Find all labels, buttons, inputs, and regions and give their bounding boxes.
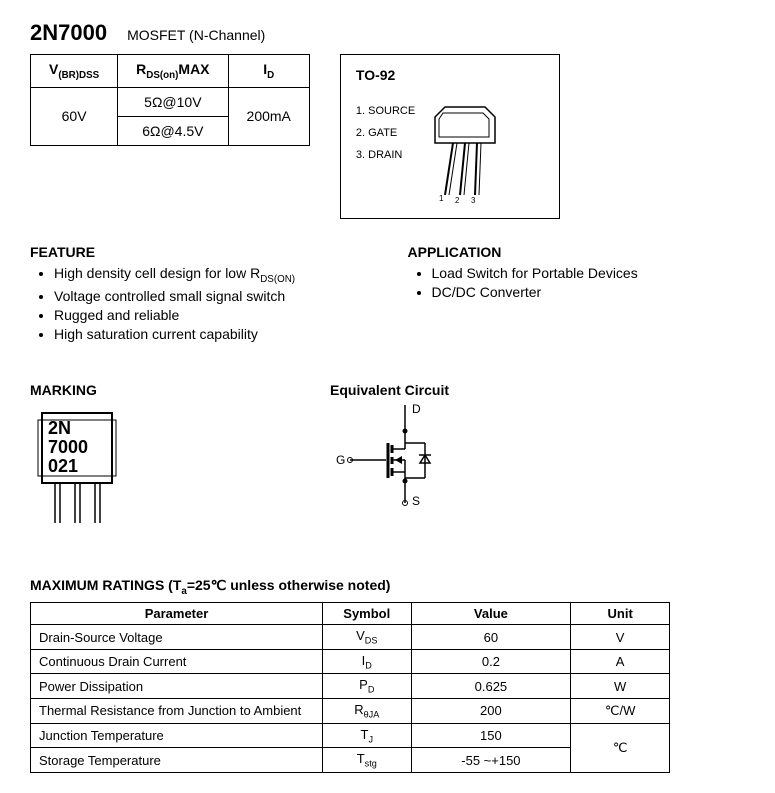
table-row: Continuous Drain Current ID 0.2 A bbox=[31, 649, 670, 674]
equiv-title: Equivalent Circuit bbox=[330, 382, 470, 398]
spec-vbr: 60V bbox=[31, 87, 118, 145]
spec-table: V(BR)DSS RDS(on)MAX ID 60V 5Ω@10V 200mA … bbox=[30, 54, 310, 146]
part-type: MOSFET (N-Channel) bbox=[127, 27, 265, 43]
feature-app-row: FEATURE High density cell design for low… bbox=[30, 219, 745, 347]
pin-list: 1. SOURCE 2. GATE 3. DRAIN bbox=[356, 95, 415, 205]
svg-text:D: D bbox=[412, 403, 421, 416]
svg-text:3: 3 bbox=[471, 196, 476, 205]
package-icon: 1 2 3 bbox=[425, 95, 515, 205]
svg-text:2: 2 bbox=[455, 196, 460, 205]
marking-line2: 7000 bbox=[48, 438, 148, 457]
spec-h2: RDS(on)MAX bbox=[118, 55, 228, 88]
ratings-table: Parameter Symbol Value Unit Drain-Source… bbox=[30, 602, 670, 773]
header: 2N7000 MOSFET (N-Channel) bbox=[30, 20, 745, 46]
equiv-col: Equivalent Circuit D G bbox=[330, 357, 470, 588]
application-list: Load Switch for Portable Devices DC/DC C… bbox=[408, 265, 746, 300]
ratings-title: MAXIMUM RATINGS (Ta=25℃ unless otherwise… bbox=[30, 577, 745, 597]
spec-h1: V(BR)DSS bbox=[31, 55, 118, 88]
pin-1: 1. SOURCE bbox=[356, 105, 415, 117]
marking-line1: 2N bbox=[48, 419, 148, 438]
feature-col: FEATURE High density cell design for low… bbox=[30, 219, 368, 347]
marking-title: MARKING bbox=[30, 382, 130, 398]
pin-2: 2. GATE bbox=[356, 127, 415, 139]
spec-h3: ID bbox=[228, 55, 309, 88]
top-row: V(BR)DSS RDS(on)MAX ID 60V 5Ω@10V 200mA … bbox=[30, 54, 745, 219]
spec-id: 200mA bbox=[228, 87, 309, 145]
marking-box: 2N 7000 021 bbox=[30, 408, 130, 588]
table-row: Drain-Source Voltage VDS 60 V bbox=[31, 625, 670, 650]
application-item: DC/DC Converter bbox=[432, 284, 746, 300]
svg-text:G: G bbox=[336, 453, 345, 467]
feature-item: High saturation current capability bbox=[54, 326, 368, 342]
marking-col: MARKING 2N 7000 021 bbox=[30, 357, 130, 588]
feature-item: High density cell design for low RDS(ON) bbox=[54, 265, 368, 285]
part-number: 2N7000 bbox=[30, 20, 107, 46]
application-col: APPLICATION Load Switch for Portable Dev… bbox=[408, 219, 746, 347]
table-header: Parameter bbox=[31, 603, 323, 625]
pin-3: 3. DRAIN bbox=[356, 149, 415, 161]
feature-item: Rugged and reliable bbox=[54, 307, 368, 323]
equiv-circuit-icon: D G S bbox=[330, 403, 470, 513]
table-header: Value bbox=[411, 603, 571, 625]
svg-text:1: 1 bbox=[439, 194, 444, 203]
feature-item: Voltage controlled small signal switch bbox=[54, 288, 368, 304]
package-title: TO-92 bbox=[356, 67, 544, 83]
package-box: TO-92 1. SOURCE 2. GATE 3. DRAIN 1 2 3 bbox=[340, 54, 560, 219]
table-header: Unit bbox=[571, 603, 670, 625]
marking-line3: 021 bbox=[48, 457, 148, 476]
application-item: Load Switch for Portable Devices bbox=[432, 265, 746, 281]
application-title: APPLICATION bbox=[408, 244, 746, 260]
table-row: Power Dissipation PD 0.625 W bbox=[31, 674, 670, 699]
table-header: Symbol bbox=[323, 603, 412, 625]
spec-rds2: 6Ω@4.5V bbox=[118, 116, 228, 145]
marking-equiv-row: MARKING 2N 7000 021 Equivalent Circuit bbox=[30, 357, 745, 588]
spec-rds1: 5Ω@10V bbox=[118, 87, 228, 116]
table-row: Junction Temperature TJ 150 ℃ bbox=[31, 723, 670, 748]
table-header-row: Parameter Symbol Value Unit bbox=[31, 603, 670, 625]
table-row: Thermal Resistance from Junction to Ambi… bbox=[31, 699, 670, 724]
ratings-section: MAXIMUM RATINGS (Ta=25℃ unless otherwise… bbox=[30, 577, 745, 772]
svg-text:S: S bbox=[412, 494, 420, 508]
feature-list: High density cell design for low RDS(ON)… bbox=[30, 265, 368, 342]
feature-title: FEATURE bbox=[30, 244, 368, 260]
